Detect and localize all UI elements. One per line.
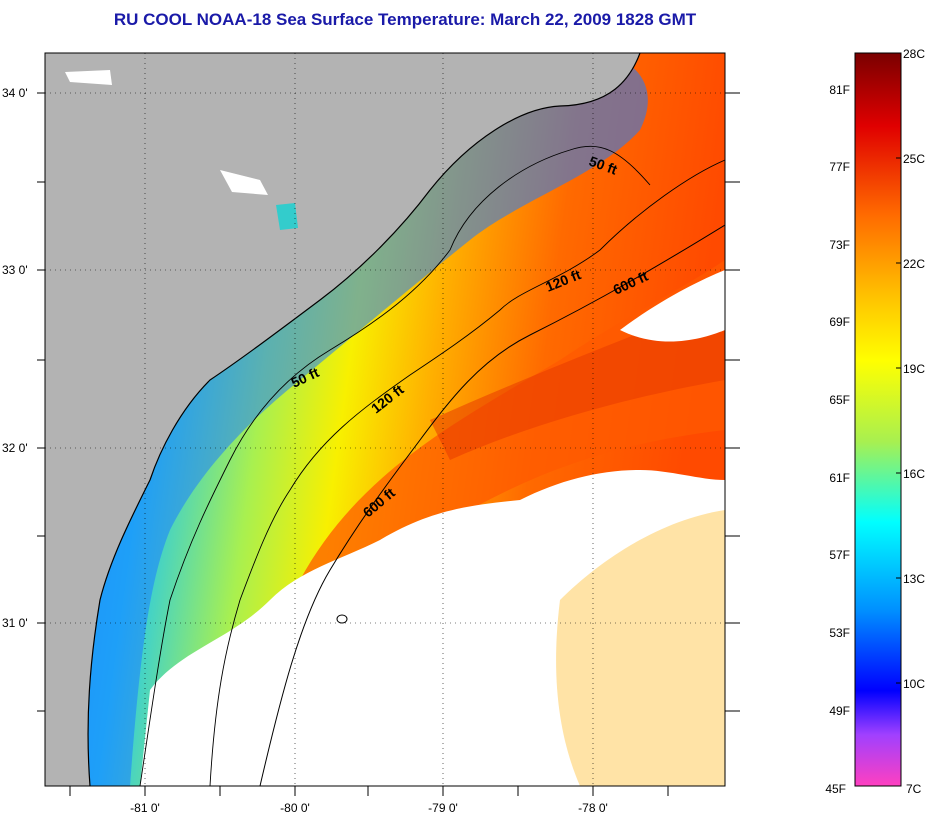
isobath-120ft [209,159,725,786]
lon-label-79: -79 0' [428,801,458,815]
cb-f-6: 57F [829,548,850,562]
cb-c-2: 22C [903,257,925,271]
cb-f-9: 45F [825,782,846,796]
cb-c-5: 13C [903,572,925,586]
axis-ticks [37,92,740,796]
plot-frame [44,52,726,787]
land-mass [45,53,640,786]
cb-c-4: 16C [903,467,925,481]
isobath-50ft [139,145,651,786]
cb-c-6: 10C [903,677,925,691]
cb-f-1: 77F [829,160,850,174]
cb-f-7: 53F [829,626,850,640]
map-area [45,53,725,786]
cb-f-2: 73F [829,238,850,252]
cloud-gaps-warm [556,510,725,786]
cb-c-1: 25C [903,152,925,166]
lat-label-32: 32 0' [2,441,28,455]
cb-c-0: 28C [903,47,925,61]
inland-lake-3 [276,203,298,230]
cb-c-3: 19C [903,362,925,376]
lon-label-81: -81 0' [130,801,160,815]
colorbar-celsius-labels: 28C 25C 22C 19C 16C 13C 10C 7C [903,47,925,796]
cb-f-5: 61F [829,471,850,485]
inland-lake-1 [65,70,112,85]
graticule [45,53,725,786]
lat-label-34: 34 0' [2,86,28,100]
coastline [87,53,641,786]
cb-f-8: 49F [829,704,850,718]
cloud-patch-east [620,270,725,342]
lon-label-80: -80 0' [280,801,310,815]
colorbar-fahrenheit-labels: 81F 77F 73F 69F 65F 61F 57F 53F 49F 45F [825,83,850,796]
lat-label-33: 33 0' [2,263,28,277]
lat-label-31: 31 0' [2,616,28,630]
cb-f-4: 65F [829,393,850,407]
cb-f-0: 81F [829,83,850,97]
isobath-600ft [259,224,725,786]
cb-c-7: 7C [906,782,922,796]
lon-label-78: -78 0' [578,801,608,815]
map-title: RU COOL NOAA-18 Sea Surface Temperature:… [113,10,697,29]
inland-lake-2 [220,170,268,195]
colorbar-ticks [896,52,901,787]
cb-f-3: 69F [829,315,850,329]
isobath-closed-contour [336,614,348,624]
colorbar [854,52,902,787]
cloud-cover [140,470,725,786]
